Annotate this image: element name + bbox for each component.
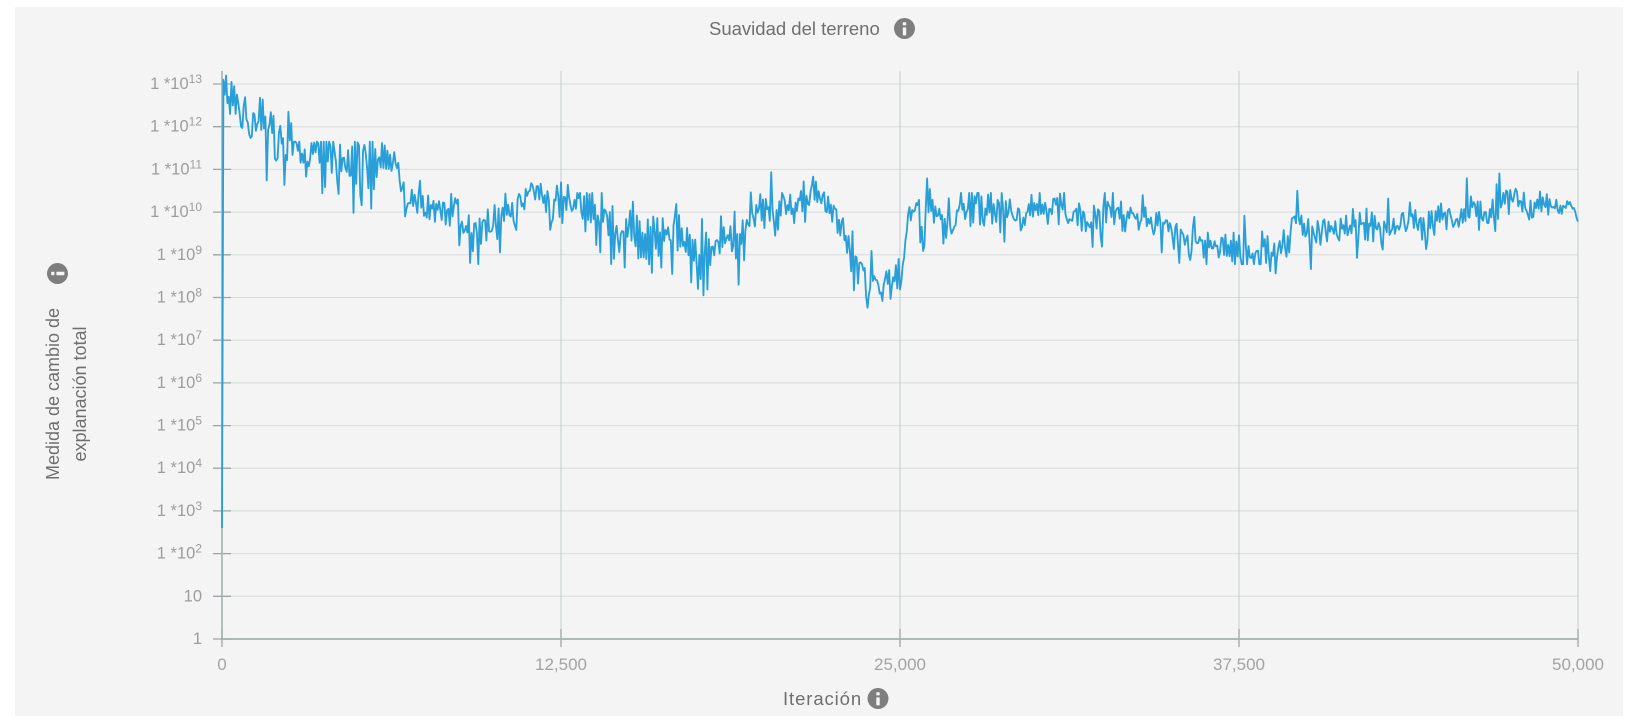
svg-text:25,000: 25,000 — [874, 655, 926, 674]
svg-text:10: 10 — [184, 587, 202, 605]
svg-text:1 *104: 1 *104 — [157, 456, 203, 477]
svg-text:12,500: 12,500 — [535, 655, 587, 674]
svg-text:1 *106: 1 *106 — [157, 371, 203, 392]
svg-text:1 *107: 1 *107 — [157, 328, 203, 349]
svg-text:Iteración: Iteración — [783, 688, 862, 709]
svg-text:50,000: 50,000 — [1552, 655, 1604, 674]
svg-text:1 *108: 1 *108 — [157, 286, 203, 307]
svg-text:1 *102: 1 *102 — [157, 542, 203, 563]
svg-text:1 *105: 1 *105 — [157, 414, 203, 435]
svg-text:37,500: 37,500 — [1213, 655, 1265, 674]
svg-text:0: 0 — [217, 655, 226, 674]
svg-text:1 *109: 1 *109 — [157, 243, 203, 264]
svg-text:1 *103: 1 *103 — [157, 499, 203, 520]
svg-text:Suavidad del terreno: Suavidad del terreno — [709, 18, 880, 39]
svg-text:1 *1011: 1 *1011 — [151, 157, 202, 178]
svg-text:1: 1 — [193, 630, 202, 648]
